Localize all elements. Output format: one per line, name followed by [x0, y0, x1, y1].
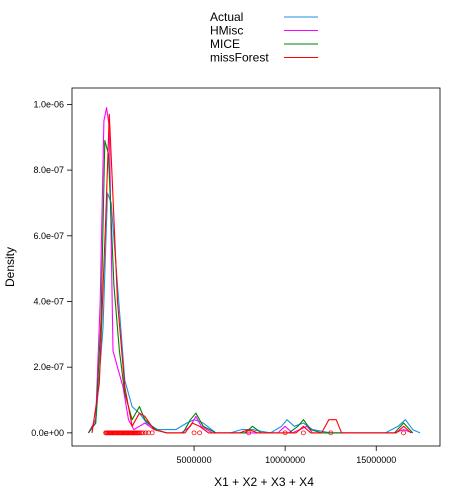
series-line-missforest [91, 113, 412, 434]
x-axis-title: X1 + X2 + X3 + X4 [214, 475, 314, 489]
y-tick-label: 2.0e-07 [33, 362, 64, 372]
series-line-mice [87, 140, 414, 434]
x-tick-label: 5000000 [177, 455, 212, 465]
rug-point [328, 430, 334, 436]
rug-point [143, 430, 149, 436]
rug-point [282, 430, 288, 436]
legend-label: missForest [210, 51, 269, 65]
y-axis: 0.0e+00 2.0e-07 4.0e-07 6.0e-07 8.0e-07 1.0e-… [31, 99, 72, 438]
rug-point [149, 430, 155, 436]
plot-frame [71, 87, 441, 447]
rug-point [191, 430, 197, 436]
rug-point [197, 430, 202, 436]
rug-point [246, 430, 252, 436]
rug-point [138, 430, 144, 436]
y-tick-label: 8.0e-07 [33, 165, 64, 175]
y-tick-label: 4.0e-07 [33, 296, 64, 306]
x-axis: 5000000 10000000 15000000 [177, 446, 396, 465]
x-tick-label: 15000000 [356, 455, 396, 465]
rug-layer [103, 430, 406, 436]
rug-point [140, 430, 146, 436]
series-layer [87, 107, 421, 434]
legend-label: MICE [210, 37, 240, 51]
legend-label: Actual [210, 10, 243, 24]
x-tick-label: 10000000 [265, 455, 305, 465]
series-line-hmisc [87, 107, 413, 434]
y-axis-title: Density [3, 247, 17, 287]
y-tick-label: 0.0e+00 [31, 428, 64, 438]
y-tick-label: 1.0e-06 [33, 99, 64, 109]
rug-point [401, 430, 406, 436]
legend-label: HMisc [210, 24, 243, 38]
y-tick-label: 6.0e-07 [33, 231, 64, 241]
rug-point [300, 430, 306, 436]
series-line-actual [87, 192, 421, 434]
